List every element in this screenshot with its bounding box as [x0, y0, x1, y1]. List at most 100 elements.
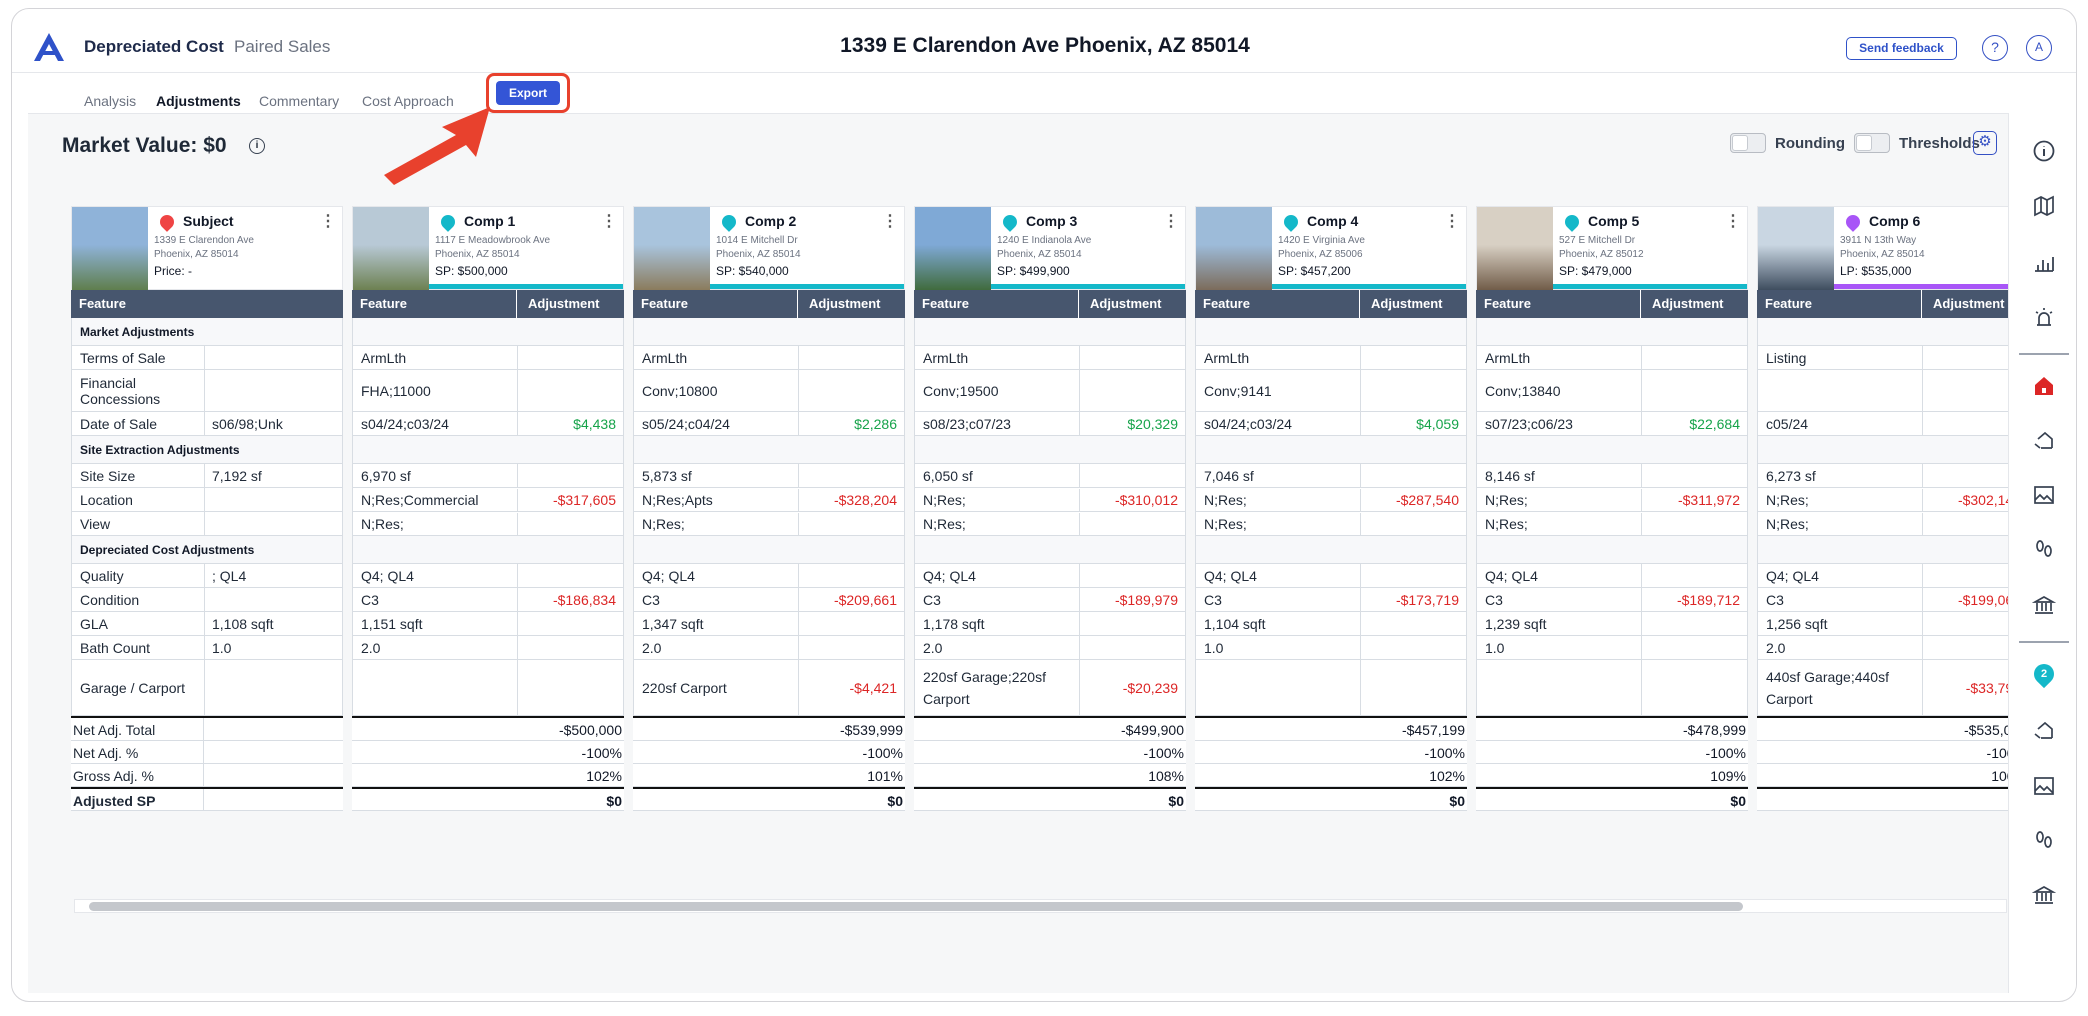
tab-cost-approach[interactable]: Cost Approach: [362, 93, 454, 109]
bank-icon[interactable]: [2032, 593, 2056, 617]
tab-commentary[interactable]: Commentary: [259, 93, 340, 109]
footprints-icon[interactable]: [2032, 828, 2056, 852]
rounding-toggle[interactable]: [1730, 133, 1766, 153]
comp-card[interactable]: Comp 6 3911 N 13th Way Phoenix, AZ 85014 LP…: [1757, 206, 2010, 291]
footprints-icon[interactable]: [2032, 537, 2056, 561]
more-options-icon[interactable]: ⋮: [320, 213, 336, 230]
merged-cell-cover: [1922, 488, 2010, 489]
house-hand-icon[interactable]: [2032, 719, 2056, 743]
table-row: [352, 660, 624, 716]
summary-block: -$535,000 -100% 100% $0: [1757, 716, 2010, 811]
subject-value: s06/98;Unk: [212, 415, 283, 432]
address-line-1: 1117 E Meadowbrook Ave: [435, 235, 551, 246]
comp-card[interactable]: Comp 5 527 E Mitchell Dr Phoenix, AZ 85012…: [1476, 206, 1748, 291]
subject-card[interactable]: Subject 1339 E Clarendon Ave Phoenix, AZ 8…: [71, 206, 343, 291]
table-row: C3: [1757, 588, 2010, 612]
cell-divider: [1079, 588, 1080, 611]
sale-price: Price: -: [154, 264, 193, 278]
summary-value: -100%: [1986, 745, 2010, 761]
tab-adjustments[interactable]: Adjustments: [156, 93, 241, 109]
bar-chart-icon[interactable]: [2032, 250, 2056, 274]
comp-card[interactable]: Comp 3 1240 E Indianola Ave Phoenix, AZ 85…: [914, 206, 1186, 291]
summary-value: -100%: [1424, 745, 1465, 761]
cell-divider: [798, 660, 799, 715]
cell-divider: [1922, 488, 1923, 511]
alarm-icon[interactable]: [2032, 305, 2056, 329]
table-row: Q4; QL4: [1195, 564, 1467, 588]
table-row: s05/24;c04/24: [633, 412, 905, 436]
map-icon[interactable]: [2032, 194, 2056, 218]
cell-divider: [1641, 412, 1642, 435]
column-body: ArmLth Conv;10800 s05/24;c04/24 5,873 sf N;R…: [633, 318, 905, 716]
cell-divider: [1922, 346, 1923, 369]
bank-icon[interactable]: [2032, 883, 2056, 907]
image-icon[interactable]: [2032, 774, 2056, 798]
table-row: Conv;10800: [633, 370, 905, 412]
comp-accent-bar: [1272, 284, 1466, 289]
cell-divider: [798, 464, 799, 487]
more-options-icon[interactable]: ⋮: [1725, 213, 1741, 230]
feature-label: Terms of Sale: [80, 349, 166, 366]
table-row: Location: [71, 488, 343, 512]
comp-card[interactable]: Comp 2 1014 E Mitchell Dr Phoenix, AZ 8501…: [633, 206, 905, 291]
export-button[interactable]: Export: [496, 81, 560, 105]
table-row: Conv;19500: [914, 370, 1186, 412]
table-row: Quality ; QL4: [71, 564, 343, 588]
table-row: 1,178 sqft: [914, 612, 1186, 636]
summary-row: 102%: [1195, 764, 1467, 787]
cell-divider: [1079, 636, 1080, 659]
comp-pin-count: 2: [2040, 668, 2048, 680]
subject-home-icon[interactable]: [2032, 374, 2056, 398]
section-row: [914, 318, 1186, 346]
horizontal-scrollbar[interactable]: [74, 899, 2007, 913]
comp-pin-icon[interactable]: 2: [2029, 659, 2059, 689]
section-row: Site Extraction Adjustments: [71, 436, 343, 464]
comp-card[interactable]: Comp 1 1117 E Meadowbrook Ave Phoenix, AZ …: [352, 206, 624, 291]
send-feedback-button[interactable]: Send feedback: [1846, 37, 1957, 60]
table-row: 2.0: [914, 636, 1186, 660]
more-options-icon[interactable]: ⋮: [601, 213, 617, 230]
table-row: 6,970 sf: [352, 464, 624, 488]
tab-depreciated-cost[interactable]: Depreciated Cost: [84, 37, 224, 56]
comp-card[interactable]: Comp 4 1420 E Virginia Ave Phoenix, AZ 850…: [1195, 206, 1467, 291]
more-options-icon[interactable]: ⋮: [1444, 213, 1460, 230]
comp-column: Comp 6 3911 N 13th Way Phoenix, AZ 85014 LP…: [1757, 206, 2010, 811]
cell-divider: [203, 789, 204, 810]
table-row: C3: [1476, 588, 1748, 612]
table-row: 6,050 sf: [914, 464, 1186, 488]
info-icon[interactable]: [2032, 139, 2056, 163]
rail-divider: [2019, 641, 2069, 643]
table-row: GLA 1,108 sqft: [71, 612, 343, 636]
sale-price: SP: $499,900: [997, 264, 1070, 278]
tab-paired-sales[interactable]: Paired Sales: [234, 37, 331, 56]
cell-divider: [798, 564, 799, 587]
section-row: [1476, 536, 1748, 564]
summary-label: Adjusted SP: [73, 793, 156, 809]
table-row: 1.0: [1476, 636, 1748, 660]
more-options-icon[interactable]: ⋮: [882, 213, 898, 230]
info-icon[interactable]: i: [249, 138, 265, 154]
column-body: Market Adjustments Terms of Sale Financial…: [71, 318, 343, 716]
table-row: [1195, 660, 1467, 716]
summary-value: -$535,000: [1963, 722, 2010, 738]
adjustment-value: -$20,239: [1122, 680, 1178, 696]
comp-value: 1,239 sqft: [1485, 615, 1547, 632]
image-icon[interactable]: [2032, 483, 2056, 507]
summary-row: -100%: [914, 741, 1186, 764]
help-button[interactable]: ?: [1982, 35, 2008, 61]
summary-row: 108%: [914, 764, 1186, 787]
cell-divider: [798, 488, 799, 511]
settings-icon[interactable]: ⚙: [1973, 131, 1997, 155]
cell-divider: [1079, 512, 1080, 535]
house-hand-icon[interactable]: [2032, 429, 2056, 453]
adjustment-value: $22,684: [1689, 416, 1740, 432]
summary-block: -$499,900 -100% 108% $0: [914, 716, 1186, 811]
cell-divider: [1641, 660, 1642, 715]
tab-analysis[interactable]: Analysis: [84, 93, 137, 109]
avatar[interactable]: A: [2026, 35, 2052, 61]
scrollbar-thumb[interactable]: [89, 902, 1743, 911]
thresholds-toggle[interactable]: [1854, 133, 1890, 153]
cell-divider: [1360, 660, 1361, 715]
more-options-icon[interactable]: ⋮: [1163, 213, 1179, 230]
address-line-2: Phoenix, AZ 85006: [1278, 249, 1363, 260]
